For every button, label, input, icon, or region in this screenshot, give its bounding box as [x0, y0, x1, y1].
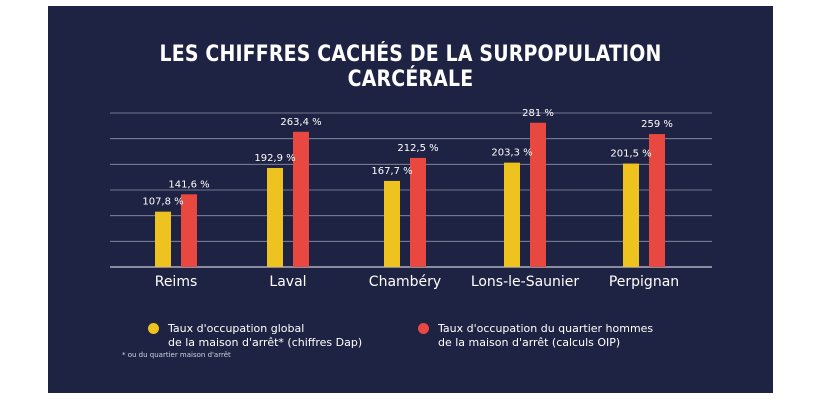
footnote: * ou du quartier maison d'arrêt [122, 351, 231, 359]
data-label-series-b: 263,4 % [280, 117, 321, 128]
legend-series-a-line1: Taux d'occupation global [168, 322, 305, 335]
category-label: Perpignan [609, 274, 679, 290]
bar-series-b [181, 194, 197, 267]
legend-swatch-series-b [418, 323, 429, 334]
bar-series-b [649, 134, 665, 267]
data-label-series-a: 203,3 % [491, 148, 532, 159]
bar-series-a [155, 211, 171, 267]
category-label: Laval [269, 274, 306, 290]
data-labels: 107,8 % 141,6 % 192,9 % 263,4 % 167,7 % 212,5… [142, 108, 673, 208]
category-labels: Reims Laval Chambéry Lons-le-Saunier Perpign… [155, 274, 679, 290]
data-label-series-a: 107,8 % [142, 197, 183, 208]
data-label-series-a: 167,7 % [371, 166, 412, 177]
data-label-series-b: 281 % [522, 108, 554, 119]
legend-swatch-series-a [148, 323, 159, 334]
bar-series-a [384, 180, 400, 267]
category-label: Chambéry [369, 274, 441, 290]
bar-series-a [267, 167, 283, 267]
category-label: Lons-le-Saunier [471, 274, 580, 290]
legend-series-a-line2: de la maison d'arrêt* (chiffres Dap) [168, 336, 363, 349]
legend-series-b-line2: de la maison d'arrêt (calculs OIP) [438, 336, 621, 349]
data-label-series-b: 259 % [641, 119, 673, 130]
legend-series-b-line1: Taux d'occupation du quartier hommes [438, 322, 654, 335]
bar-series-b [293, 131, 309, 267]
bar-series-a [623, 163, 639, 267]
data-label-series-a: 201,5 % [610, 149, 651, 160]
chart-title: LES CHIFFRES CACHÉS DE LA SURPOPULATION … [159, 42, 662, 92]
category-label: Reims [155, 274, 198, 290]
bars [155, 122, 665, 268]
data-label-series-b: 141,6 % [168, 179, 209, 190]
bar-series-b [530, 122, 546, 268]
bar-series-b [410, 157, 426, 267]
bar-series-a [504, 162, 520, 267]
data-label-series-b: 212,5 % [397, 143, 438, 154]
data-label-series-a: 192,9 % [254, 153, 295, 164]
